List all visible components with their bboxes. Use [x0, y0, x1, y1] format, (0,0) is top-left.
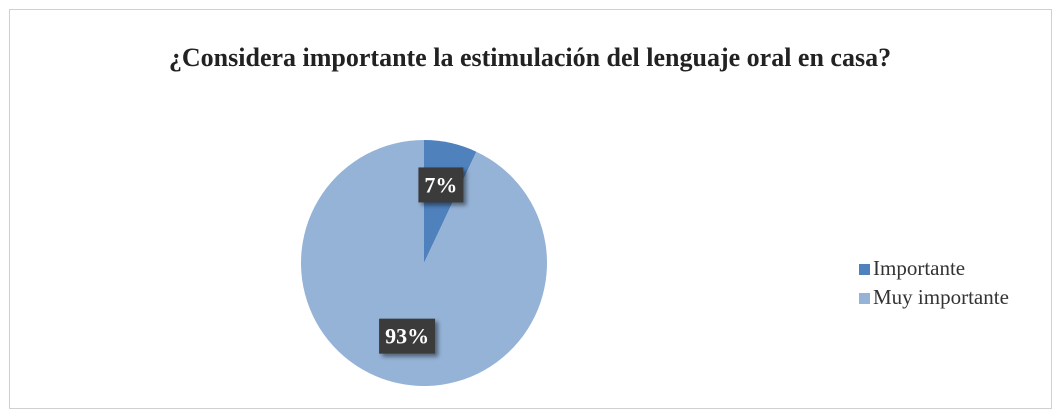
pie-slice [301, 140, 547, 386]
legend-label: Importante [873, 256, 965, 280]
value-label-box [379, 318, 436, 354]
value-label: 7% [424, 172, 457, 197]
legend-label: Muy importante [873, 285, 1009, 309]
value-label: 93% [385, 324, 429, 349]
legend-swatch [859, 264, 870, 275]
legend-swatch [859, 293, 870, 304]
chart-title: ¿Considera importante la estimulación de… [168, 43, 892, 72]
value-label-box [418, 167, 464, 203]
